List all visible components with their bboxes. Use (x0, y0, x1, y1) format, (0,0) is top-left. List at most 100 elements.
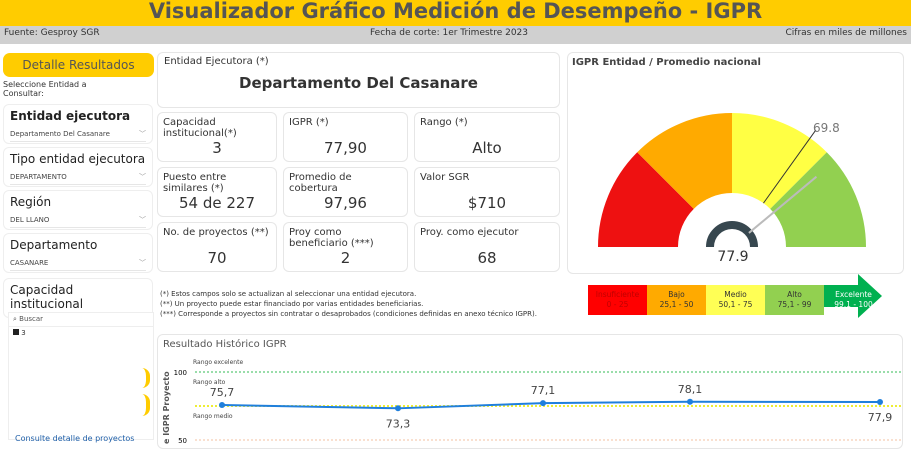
history-chart: Rango excelente Rango alto Rango medio 100 5… (162, 359, 903, 445)
filter-1: Tipo entidad ejecutora DEPARTAMENTO ﹀ (3, 147, 153, 187)
checkbox-icon[interactable] (13, 329, 19, 335)
units-text: Cifras en miles de millones (785, 28, 908, 38)
dropdown-option[interactable]: 3 (9, 327, 153, 339)
filter-4: Capacidad institucional 3︿ (3, 278, 153, 330)
kpi-value: 54 de 227 (178, 194, 255, 212)
chevron-down-icon: ﹀ (139, 129, 146, 138)
kpi-label: Capacidad institucional(*) (163, 117, 237, 139)
filter-label: Tipo entidad ejecutora (10, 152, 146, 166)
kpi-card: Proy como beneficiario (***) 2 (283, 222, 408, 272)
filter-label: Región (10, 195, 52, 209)
filter-select[interactable]: CASANARE ﹀ (10, 255, 146, 271)
kpi-label: No. de proyectos (**) (163, 227, 269, 238)
entity-name: Departamento Del Casanare (239, 74, 478, 92)
national-average-needle (763, 129, 817, 204)
chevron-down-icon: ﹀ (139, 215, 146, 224)
kpi-value: 68 (477, 249, 497, 267)
data-point (219, 402, 225, 409)
kpi-card: Puesto entre similares (*) 54 de 227 (157, 167, 277, 217)
chevron-down-icon: ﹀ (139, 172, 146, 181)
filter-label: Departamento (10, 238, 98, 252)
chevron-down-icon: ﹀ (139, 258, 146, 267)
cutoff-date: Fecha de corte: 1er Trimestre 2023 (370, 28, 529, 38)
filter-select[interactable]: DEL LLANO ﹀ (10, 212, 146, 228)
band-label: Rango excelente (193, 359, 243, 366)
filter-select[interactable]: DEPARTAMENTO ﹀ (10, 169, 146, 185)
kpi-value: Alto (472, 139, 502, 157)
entity-label: Entidad Ejecutora (*) (164, 56, 269, 67)
filter-label: Capacidad institucional (10, 283, 84, 311)
details-results-button[interactable]: Detalle Resultados (3, 53, 154, 77)
scale-excelente: Excelente 99,1 - 100 (834, 290, 873, 309)
kpi-card: Valor SGR $710 (414, 167, 560, 217)
select-prompt: Seleccione Entidad a Consultar: (3, 80, 87, 98)
band-label: Rango medio (193, 413, 233, 420)
kpi-value: 3 (212, 139, 222, 157)
kpi-card: Capacidad institucional(*) 3 (157, 112, 277, 162)
data-label: 75,7 (210, 386, 235, 399)
data-point (687, 398, 693, 405)
kpi-label: IGPR (*) (289, 117, 329, 128)
yellow-button[interactable] (4, 394, 150, 416)
kpi-value: 70 (207, 249, 227, 267)
kpi-label: Puesto entre similares (*) (163, 172, 227, 194)
kpi-card: No. de proyectos (**) 70 (157, 222, 277, 272)
entity-card: Entidad Ejecutora (*) Departamento Del C… (157, 52, 560, 108)
history-chart-card: Resultado Histórico IGPR (157, 334, 903, 449)
y-tick: 100 (174, 369, 187, 377)
igpr-gauge (598, 113, 866, 248)
scale-medio: Medio 50,1 - 75 (706, 285, 765, 315)
data-point (540, 400, 546, 407)
kpi-value: $710 (467, 194, 507, 212)
kpi-value: 77,90 (324, 139, 367, 157)
gauge-band (770, 152, 866, 247)
scale-insuficiente: Insuficiente 0 - 25 (588, 285, 647, 315)
subheader: Fuente: Gesproy SGR Fecha de corte: 1er … (0, 26, 911, 44)
data-label: 77,1 (531, 384, 556, 397)
gauge-inner-arc (706, 221, 758, 248)
scale-bajo: Bajo 25,1 - 50 (647, 285, 706, 315)
y-axis-label: e IGPR Proyecto (162, 371, 171, 444)
value-needle (748, 175, 818, 234)
kpi-card: Proy. como ejecutor 68 (414, 222, 560, 272)
footnote: (**) Un proyecto puede estar financiado … (160, 300, 424, 308)
gauge-value: 77.9 (717, 249, 749, 265)
projects-detail-link[interactable]: Consulte detalle de proyectos (15, 434, 135, 443)
footnotes: (*) Estos campos solo se actualizan al s… (160, 289, 537, 319)
kpi-value: 2 (340, 249, 351, 267)
kpi-label: Proy como beneficiario (***) (289, 227, 374, 249)
y-tick: 50 (178, 437, 187, 445)
gauge-title: IGPR Entidad / Promedio nacional (572, 57, 761, 68)
data-label: 73,3 (386, 417, 411, 430)
kpi-card: Promedio de cobertura 97,96 (283, 167, 408, 217)
band-label: Rango alto (193, 379, 226, 386)
search-icon: ⌕ (13, 315, 17, 323)
kpi-label: Rango (*) (420, 117, 468, 128)
filter-select[interactable]: Departamento Del Casanare ﹀ (10, 126, 146, 142)
dropdown-search[interactable]: Buscar (19, 315, 44, 323)
kpi-value: 97,96 (324, 194, 367, 212)
dropdown-list: ⌕ Buscar 3 (8, 312, 154, 440)
footnote: (*) Estos campos solo se actualizan al s… (160, 290, 417, 298)
national-average-label: 69.8 (813, 121, 840, 135)
scale-alto: Alto 75,1 - 99 (765, 285, 824, 315)
filter-2: Región DEL LLANO ﹀ (3, 190, 153, 230)
filter-0: Entidad ejecutora Departamento Del Casan… (3, 104, 153, 144)
data-point (877, 399, 883, 406)
data-label: 78,1 (678, 383, 703, 396)
chart-title: Resultado Histórico IGPR (163, 339, 287, 350)
kpi-label: Valor SGR (420, 172, 470, 183)
kpi-label: Proy. como ejecutor (420, 227, 519, 238)
kpi-label: Promedio de cobertura (289, 172, 352, 194)
arrow-icon (824, 274, 882, 318)
source-text: Fuente: Gesproy SGR (4, 28, 100, 38)
filter-label: Entidad ejecutora (10, 109, 131, 123)
gauge-band (637, 113, 732, 209)
yellow-button[interactable] (4, 368, 150, 388)
data-label: 77,9 (868, 411, 893, 424)
data-point (395, 405, 401, 412)
page-title: Visualizador Gráfico Medición de Desempe… (0, 0, 911, 26)
kpi-card: Rango (*) Alto (414, 112, 560, 162)
filter-3: Departamento CASANARE ﹀ (3, 233, 153, 273)
kpi-card: IGPR (*) 77,90 (283, 112, 408, 162)
